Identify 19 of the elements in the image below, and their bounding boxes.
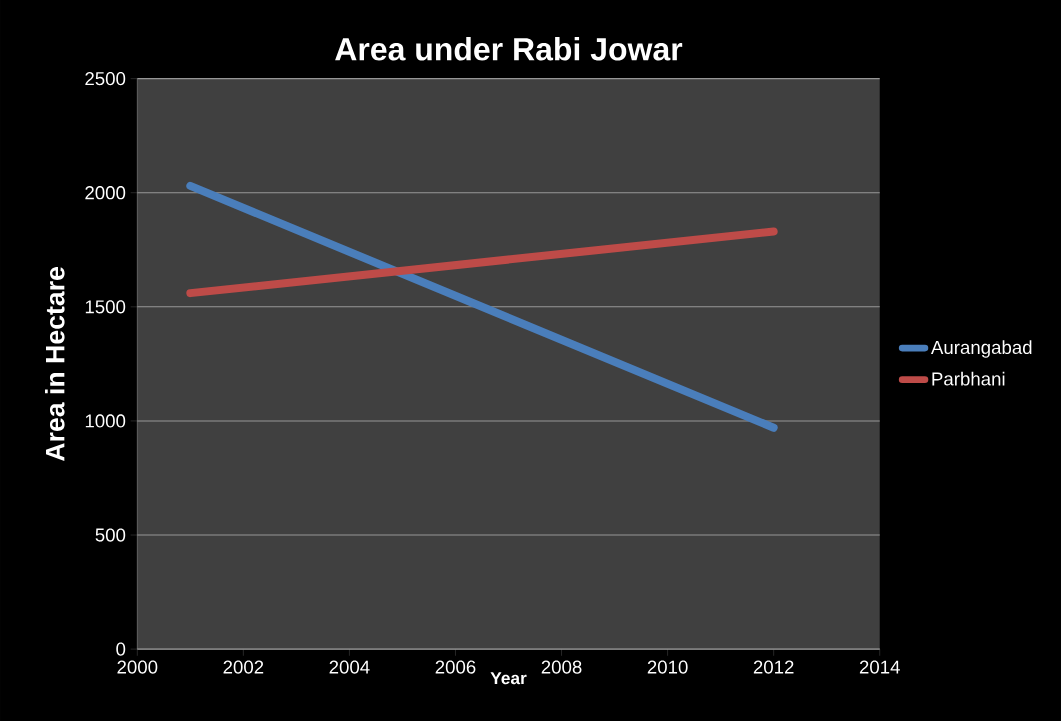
y-tick-label: 0 <box>116 642 126 656</box>
x-tick-label: 2014 <box>859 660 900 674</box>
y-tick-label: 1500 <box>85 300 126 314</box>
x-axis-title: Year <box>490 672 527 685</box>
x-tick-label: 2004 <box>329 660 370 674</box>
x-tick-label: 2002 <box>223 660 264 674</box>
y-tick-label: 2000 <box>85 186 126 200</box>
y-tick-label: 2500 <box>85 71 126 86</box>
chart-title: Area under Rabi Jowar <box>335 37 683 61</box>
x-tick-label: 2010 <box>647 660 688 674</box>
y-tick-label: 1000 <box>85 414 126 428</box>
x-tick-label: 2000 <box>117 660 158 674</box>
x-tick-label: 2008 <box>541 660 582 674</box>
legend-label: Parbhani <box>932 371 1005 386</box>
y-tick-label: 500 <box>95 528 126 542</box>
x-tick-label: 2012 <box>753 660 794 674</box>
y-axis-title: Area in Hectare <box>45 266 65 461</box>
x-tick-label: 2006 <box>435 660 476 674</box>
legend-label: Aurangabad <box>930 340 1032 358</box>
